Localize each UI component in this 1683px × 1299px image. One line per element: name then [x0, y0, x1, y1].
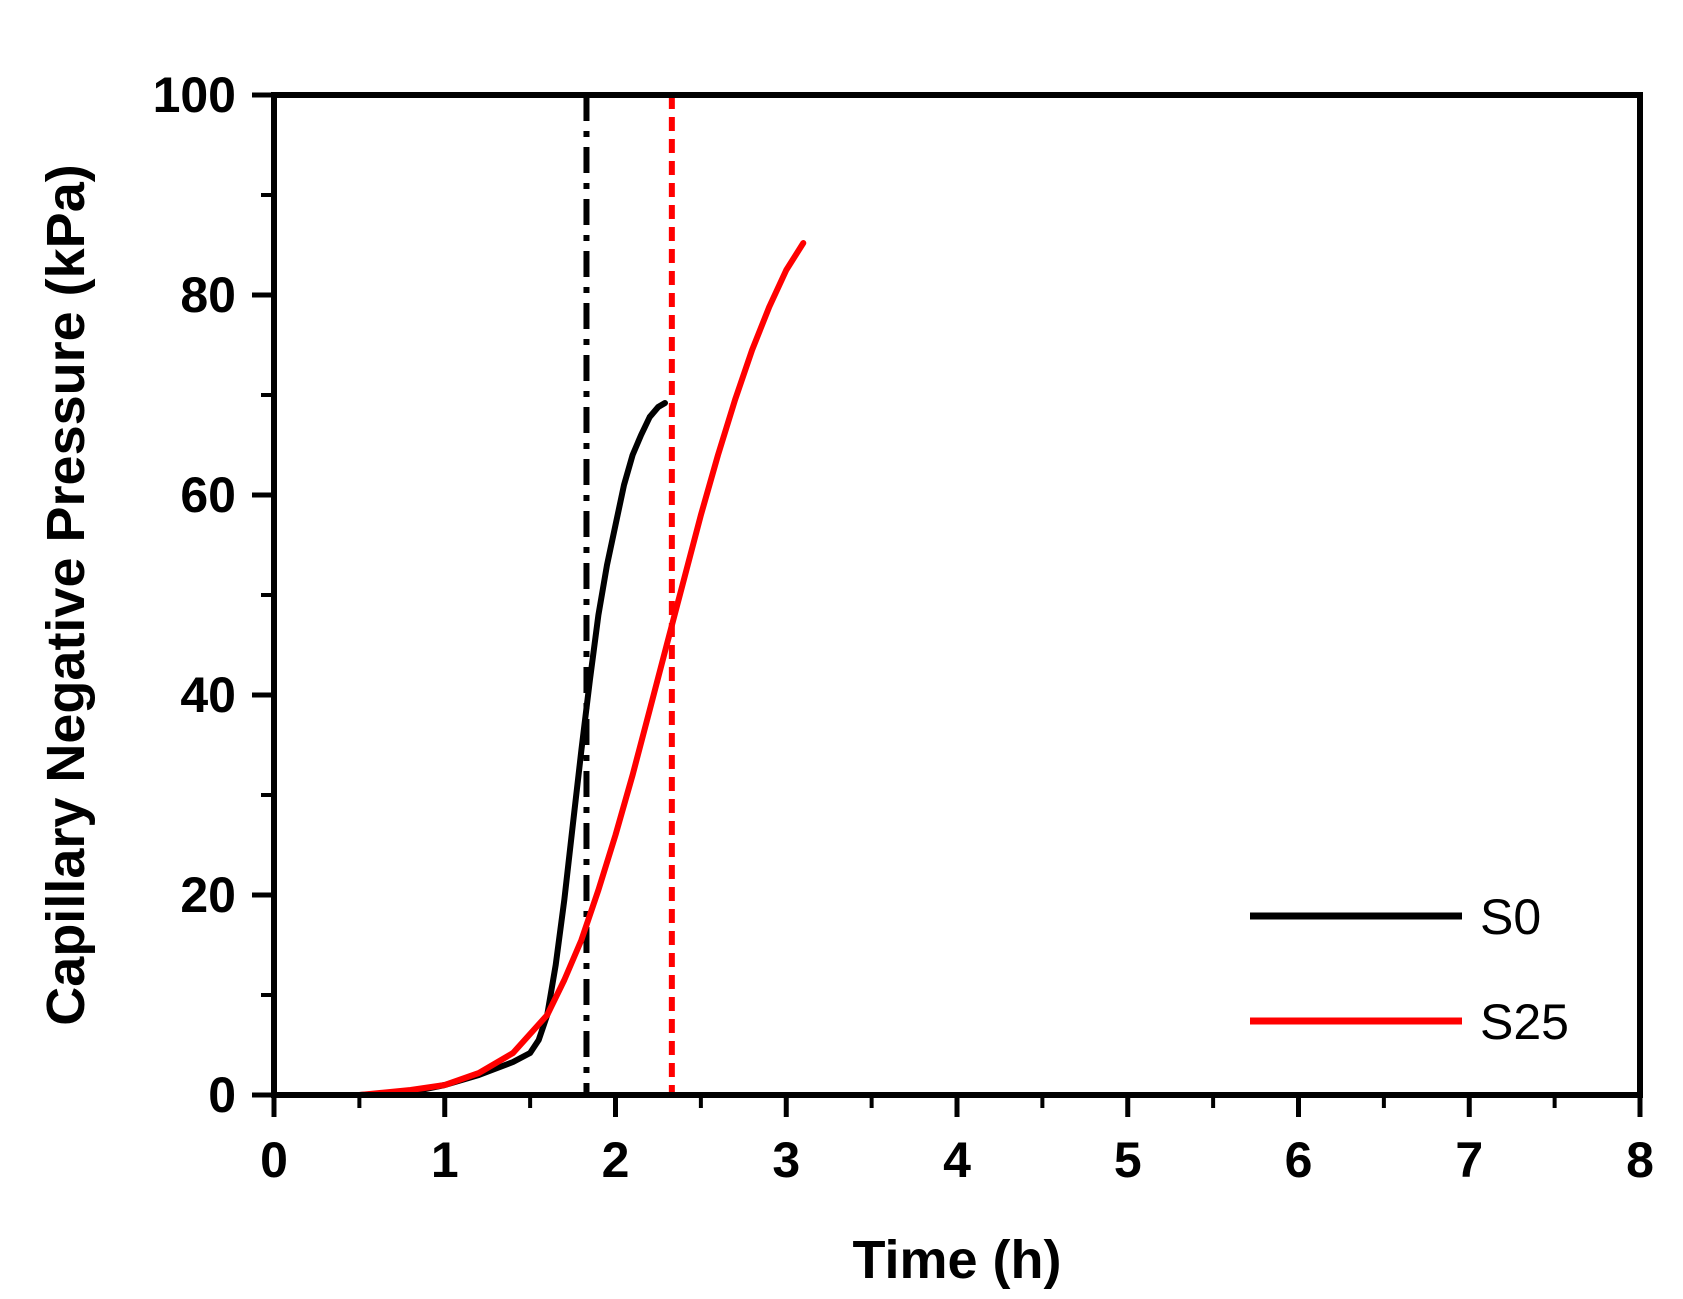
series-line-s0 — [271, 400, 668, 1098]
x-tick-label: 8 — [1626, 1132, 1654, 1188]
y-tick-label: 0 — [208, 1067, 236, 1123]
series-line-s25 — [271, 240, 807, 1098]
series-lines — [271, 240, 807, 1098]
y-axis-title: Capillary Negative Pressure (kPa) — [36, 164, 96, 1025]
legend: S0 S25 — [1250, 889, 1569, 1050]
x-axis: 0 1 2 3 4 5 6 7 8 — [260, 1095, 1654, 1188]
x-tick-label: 4 — [943, 1132, 971, 1188]
x-tick-label: 1 — [431, 1132, 459, 1188]
x-tick-label: 6 — [1285, 1132, 1313, 1188]
x-tick-label: 7 — [1455, 1132, 1483, 1188]
legend-label-s25: S25 — [1480, 994, 1569, 1050]
x-axis-title: Time (h) — [852, 1230, 1061, 1290]
x-tick-label: 3 — [772, 1132, 800, 1188]
y-tick-label: 100 — [153, 67, 236, 123]
y-tick-label: 20 — [180, 867, 236, 923]
y-axis: 0 20 40 60 80 100 — [153, 67, 274, 1123]
x-tick-label: 2 — [602, 1132, 630, 1188]
legend-label-s0: S0 — [1480, 889, 1541, 945]
x-tick-label: 5 — [1114, 1132, 1142, 1188]
x-tick-label: 0 — [260, 1132, 288, 1188]
y-tick-label: 60 — [180, 467, 236, 523]
y-tick-label: 40 — [180, 667, 236, 723]
y-tick-label: 80 — [180, 267, 236, 323]
plot-frame — [271, 92, 1643, 1098]
